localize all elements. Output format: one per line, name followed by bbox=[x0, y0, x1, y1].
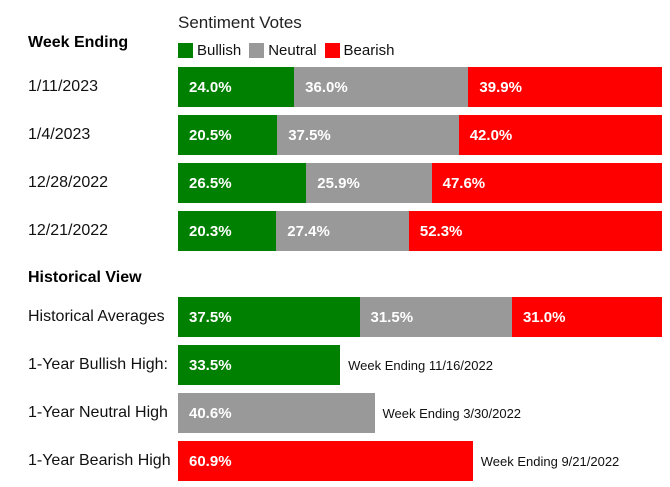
high-bullish-label: 1-Year Bullish High: bbox=[28, 356, 168, 373]
high-bearish-label: 1-Year Bearish High bbox=[28, 452, 171, 469]
week-row-1-segment-neutral: 37.5% bbox=[277, 115, 459, 155]
legend-item-bearish: Bearish bbox=[324, 41, 395, 59]
high-neutral-label: 1-Year Neutral High bbox=[28, 404, 168, 421]
legend-item-neutral: Neutral bbox=[249, 41, 317, 59]
high-bullish-bar: 33.5% bbox=[178, 345, 341, 385]
legend-swatch-neutral bbox=[249, 42, 265, 58]
high-bullish-note: Week Ending 11/16/2022 bbox=[348, 358, 493, 373]
high-bearish-bar: 60.9% bbox=[178, 441, 473, 481]
high-neutral-bar: 40.6% bbox=[178, 393, 375, 433]
week-row-0-label: 1/11/2023 bbox=[28, 78, 98, 95]
historical-averages-segment-bearish: 31.0% bbox=[511, 297, 662, 337]
legend-item-bullish: Bullish bbox=[178, 42, 241, 59]
week-row-3-label: 12/21/2022 bbox=[28, 222, 109, 239]
high-neutral-note: Week Ending 3/30/2022 bbox=[382, 406, 522, 421]
legend-swatch-bearish bbox=[324, 42, 340, 58]
legend-title: Sentiment Votes bbox=[178, 13, 302, 32]
high-bearish-note: Week Ending 9/21/2022 bbox=[480, 454, 620, 469]
week-row-2-label: 12/28/2022 bbox=[28, 174, 109, 191]
week-row-1-label: 1/4/2023 bbox=[28, 126, 91, 143]
week-row-1-segment-bearish: 42.0% bbox=[458, 115, 662, 155]
historical-averages-segment-bullish: 37.5% bbox=[178, 297, 360, 337]
week-row-3-segment-bullish: 20.3% bbox=[178, 211, 277, 251]
week-row-0-segment-bullish: 24.0% bbox=[178, 67, 295, 107]
week-row-0-segment-neutral: 36.0% bbox=[294, 67, 469, 107]
week-row-3-segment-neutral: 27.4% bbox=[276, 211, 409, 251]
legend: Bullish Neutral Bearish bbox=[178, 41, 402, 59]
week-row-1-segment-bullish: 20.5% bbox=[178, 115, 278, 155]
legend-swatch-bullish bbox=[178, 42, 193, 58]
week-row-3-segment-bearish: 52.3% bbox=[408, 211, 662, 251]
historical-view-heading: Historical View bbox=[28, 269, 142, 286]
historical-averages-segment-neutral: 31.5% bbox=[359, 297, 512, 337]
historical-averages-label: Historical Averages bbox=[28, 308, 165, 325]
week-ending-heading: Week Ending bbox=[28, 34, 129, 51]
legend-label-neutral: Neutral bbox=[268, 41, 317, 59]
week-row-2-segment-neutral: 25.9% bbox=[306, 163, 432, 203]
week-row-2-segment-bearish: 47.6% bbox=[431, 163, 662, 203]
week-row-2-segment-bullish: 26.5% bbox=[178, 163, 307, 203]
legend-label-bullish: Bullish bbox=[197, 41, 242, 59]
legend-label-bearish: Bearish bbox=[343, 41, 395, 59]
week-row-0-segment-bearish: 39.9% bbox=[468, 67, 662, 107]
